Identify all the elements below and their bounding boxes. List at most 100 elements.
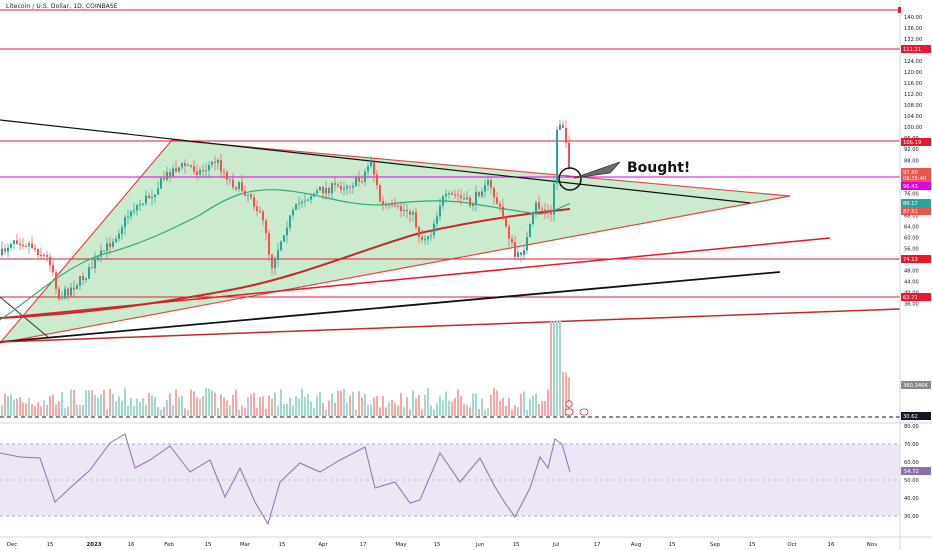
volume-bar bbox=[79, 404, 81, 416]
candle-body bbox=[214, 161, 216, 163]
candle-body bbox=[22, 244, 24, 247]
candle-body bbox=[529, 224, 531, 237]
candle-body bbox=[394, 204, 396, 206]
candle-body bbox=[448, 193, 450, 195]
candle-body bbox=[238, 182, 240, 190]
volume-bar bbox=[337, 390, 339, 416]
volume-bar bbox=[430, 405, 432, 416]
candle-body bbox=[142, 203, 144, 205]
candle-body bbox=[277, 250, 279, 260]
price-badge-text: 74.13 bbox=[903, 257, 918, 263]
volume-bar bbox=[367, 404, 369, 416]
volume-bar bbox=[136, 398, 138, 416]
candle-body bbox=[523, 250, 525, 255]
candle-body bbox=[289, 215, 291, 228]
event-marker-icon[interactable] bbox=[564, 408, 574, 416]
candle-body bbox=[118, 233, 120, 239]
volume-bar bbox=[265, 408, 267, 416]
volume-bar bbox=[88, 389, 90, 416]
volume-bar bbox=[313, 408, 315, 416]
volume-bar bbox=[307, 394, 309, 416]
volume-bar bbox=[562, 371, 564, 416]
price-badge-text: 30.62 bbox=[903, 414, 918, 420]
volume-bar bbox=[85, 390, 87, 416]
candle-body bbox=[517, 252, 519, 257]
event-marker-icon[interactable] bbox=[565, 400, 573, 408]
volume-bar bbox=[397, 405, 399, 416]
volume-bar bbox=[298, 398, 300, 416]
volume-bar bbox=[169, 392, 171, 416]
volume-bar bbox=[496, 390, 498, 416]
volume-bar bbox=[469, 406, 471, 416]
candle-body bbox=[127, 216, 129, 218]
candle-body bbox=[16, 240, 18, 244]
candle-body bbox=[334, 183, 336, 185]
candle-body bbox=[385, 204, 387, 206]
price-badge-text: 106.19 bbox=[903, 140, 921, 146]
volume-bar bbox=[559, 321, 561, 416]
volume-bar bbox=[457, 389, 459, 416]
candle-body bbox=[382, 201, 384, 205]
candle-body bbox=[451, 193, 453, 195]
candle-body bbox=[79, 275, 81, 286]
volume-bar bbox=[202, 396, 204, 416]
price-badge-text: 96.43 bbox=[903, 184, 918, 190]
candle-body bbox=[46, 255, 48, 257]
candle-body bbox=[73, 287, 75, 290]
volume-bar bbox=[100, 394, 102, 416]
volume-bar bbox=[472, 393, 474, 416]
volume-bar bbox=[247, 396, 249, 416]
volume-bar bbox=[421, 409, 423, 416]
candle-body bbox=[136, 204, 138, 211]
event-marker-icon[interactable] bbox=[579, 408, 589, 416]
price-tick-label: 136.00 bbox=[904, 26, 922, 32]
candle-body bbox=[160, 178, 162, 189]
candle-body bbox=[211, 161, 213, 165]
volume-bar bbox=[523, 391, 525, 416]
candle-body bbox=[274, 259, 276, 269]
candle-body bbox=[475, 191, 477, 205]
volume-bar bbox=[64, 408, 66, 416]
candle-body bbox=[61, 298, 63, 300]
price-tick-label: 140.00 bbox=[904, 15, 922, 21]
volume-bar bbox=[49, 396, 51, 416]
volume-bar bbox=[1, 405, 3, 416]
volume-bar bbox=[238, 409, 240, 416]
candle-body bbox=[409, 211, 411, 215]
candle-body bbox=[205, 170, 207, 172]
candle-body bbox=[538, 202, 540, 209]
time-axis-label: 17 bbox=[594, 542, 601, 548]
price-axis[interactable]: 140.00136.00132.00128.00124.00120.00116.… bbox=[904, 15, 922, 308]
candle-body bbox=[478, 191, 480, 197]
event-markers[interactable] bbox=[564, 400, 589, 416]
time-axis[interactable]: Dec 15 2023 16 Feb 15 Mar 15 Apr 17 May 15 Jun 15 Jul 1… bbox=[7, 542, 878, 548]
volume-bar bbox=[415, 398, 417, 416]
volume-bar bbox=[463, 403, 465, 416]
volume-bar bbox=[217, 407, 219, 416]
candle-body bbox=[373, 162, 375, 175]
candle-body bbox=[397, 205, 399, 207]
volume-bar bbox=[277, 405, 279, 416]
volume-bar bbox=[244, 407, 246, 416]
rsi-axis[interactable]: 80.00 70.00 60.00 50.00 40.00 30.00 54.72 bbox=[901, 424, 931, 520]
candle-body bbox=[268, 233, 270, 255]
price-tick-label: 100.00 bbox=[904, 125, 922, 131]
candle-body bbox=[151, 196, 153, 199]
volume-bar bbox=[28, 397, 30, 416]
volume-bar bbox=[394, 403, 396, 416]
volume-bar bbox=[532, 395, 534, 416]
candle-body bbox=[424, 239, 426, 241]
candle-body bbox=[319, 186, 321, 191]
volume-bar bbox=[286, 403, 288, 416]
volume-bar bbox=[154, 396, 156, 416]
volume-bar bbox=[97, 397, 99, 416]
arrow-pointer bbox=[573, 161, 621, 179]
volume-bar bbox=[115, 401, 117, 416]
volume-bar bbox=[325, 409, 327, 416]
volume-bar bbox=[193, 391, 195, 416]
candle-body bbox=[388, 204, 390, 206]
top-level-marker bbox=[898, 7, 901, 13]
candle-body bbox=[100, 250, 102, 257]
candle-body bbox=[310, 196, 312, 200]
